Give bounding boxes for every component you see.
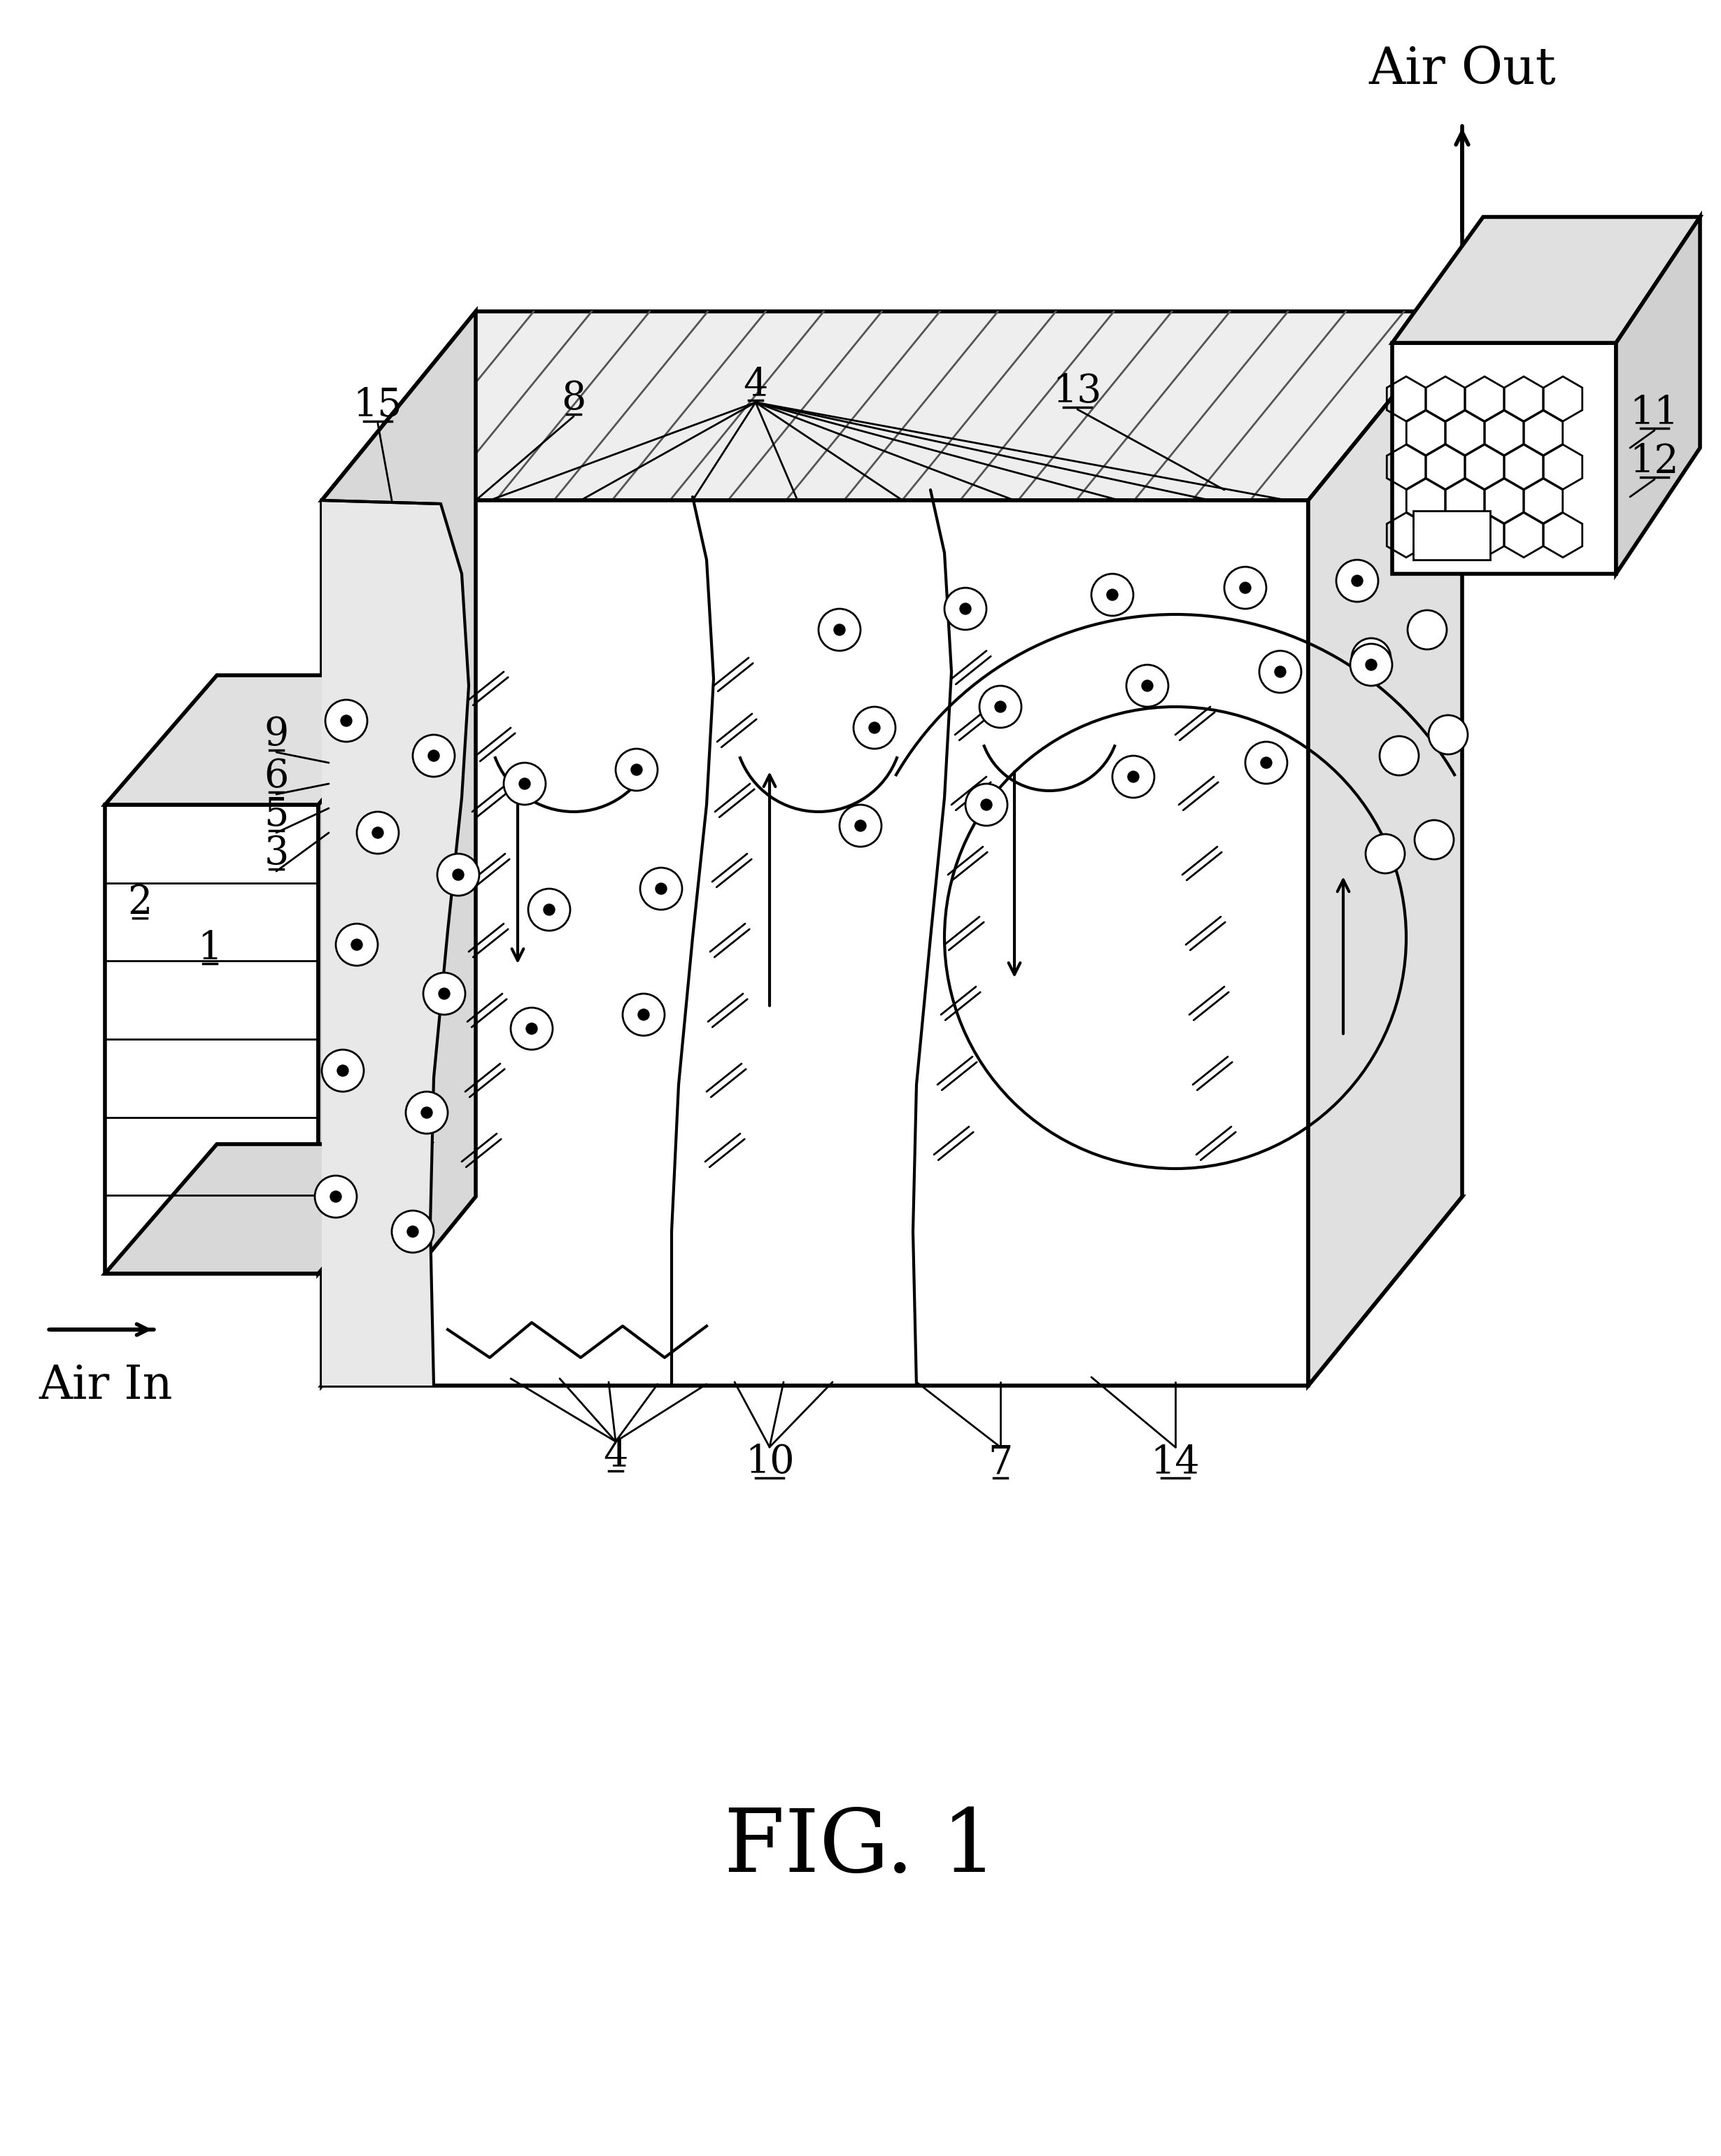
Circle shape [322, 1050, 363, 1091]
Circle shape [1239, 582, 1251, 593]
Circle shape [422, 1106, 432, 1119]
Text: 13: 13 [1053, 373, 1101, 412]
Text: 4: 4 [604, 1436, 628, 1475]
Polygon shape [322, 310, 1463, 500]
Circle shape [315, 1175, 356, 1218]
Text: FIG. 1: FIG. 1 [725, 1805, 996, 1891]
Text: 9: 9 [263, 716, 289, 755]
Circle shape [372, 828, 384, 839]
Polygon shape [318, 675, 430, 1274]
Circle shape [336, 923, 379, 966]
Circle shape [1224, 567, 1267, 608]
Circle shape [616, 748, 657, 791]
Text: 5: 5 [263, 796, 289, 834]
Text: 8: 8 [561, 379, 587, 418]
Circle shape [337, 1065, 348, 1076]
Text: 6: 6 [263, 757, 289, 796]
Circle shape [1415, 819, 1454, 860]
Circle shape [1112, 757, 1155, 798]
Polygon shape [1392, 343, 1616, 573]
Text: 11: 11 [1630, 395, 1680, 431]
Circle shape [1141, 679, 1153, 692]
Text: 12: 12 [1630, 442, 1680, 481]
Circle shape [528, 888, 570, 931]
Text: 10: 10 [745, 1442, 793, 1481]
Polygon shape [105, 675, 430, 804]
Circle shape [835, 625, 845, 636]
Polygon shape [105, 1145, 430, 1274]
Circle shape [1127, 772, 1139, 783]
Polygon shape [322, 1197, 1463, 1386]
Text: Air Out: Air Out [1368, 45, 1556, 95]
Circle shape [330, 1190, 341, 1203]
Circle shape [1275, 666, 1286, 677]
Circle shape [1246, 742, 1287, 785]
Circle shape [1335, 561, 1379, 602]
Polygon shape [1413, 511, 1490, 561]
Text: 14: 14 [1151, 1442, 1200, 1481]
Circle shape [1380, 735, 1418, 776]
Text: 2: 2 [127, 884, 151, 923]
Circle shape [1260, 651, 1301, 692]
Circle shape [408, 1227, 418, 1238]
Circle shape [527, 1024, 537, 1035]
Circle shape [640, 867, 682, 910]
Circle shape [406, 1091, 447, 1134]
Text: 15: 15 [353, 386, 403, 425]
Text: Air In: Air In [38, 1363, 172, 1408]
Circle shape [1408, 610, 1447, 649]
Circle shape [392, 1212, 434, 1253]
Circle shape [638, 1009, 649, 1020]
Circle shape [960, 604, 971, 614]
Polygon shape [322, 500, 468, 1386]
Circle shape [453, 869, 465, 880]
Circle shape [1365, 834, 1404, 873]
Circle shape [341, 716, 351, 727]
Circle shape [855, 819, 866, 832]
Circle shape [623, 994, 664, 1035]
Circle shape [1428, 716, 1468, 755]
Text: 4: 4 [743, 367, 768, 403]
Circle shape [945, 589, 986, 630]
Polygon shape [1616, 218, 1700, 573]
Circle shape [356, 813, 399, 854]
Circle shape [351, 940, 363, 951]
Circle shape [979, 686, 1021, 729]
Polygon shape [322, 310, 475, 1386]
Polygon shape [1392, 218, 1700, 343]
Polygon shape [105, 804, 318, 1274]
Text: 3: 3 [263, 834, 289, 873]
Text: 7: 7 [988, 1442, 1012, 1481]
Circle shape [544, 903, 554, 916]
Circle shape [429, 750, 439, 761]
Circle shape [413, 735, 454, 776]
Circle shape [1091, 573, 1134, 617]
Circle shape [1126, 664, 1169, 707]
Circle shape [439, 987, 449, 998]
Circle shape [854, 707, 895, 748]
Circle shape [632, 763, 642, 776]
Text: 1: 1 [198, 929, 222, 968]
Circle shape [869, 722, 879, 733]
Circle shape [656, 884, 666, 895]
Circle shape [981, 800, 991, 811]
Circle shape [437, 854, 478, 895]
Circle shape [520, 778, 530, 789]
Circle shape [511, 1007, 552, 1050]
Circle shape [1261, 757, 1272, 768]
Polygon shape [1308, 310, 1463, 1386]
Circle shape [840, 804, 881, 847]
Circle shape [325, 701, 367, 742]
Circle shape [1351, 638, 1391, 677]
Circle shape [423, 972, 465, 1015]
Circle shape [1351, 645, 1392, 686]
Circle shape [1351, 576, 1363, 586]
Circle shape [995, 701, 1007, 711]
Circle shape [504, 763, 546, 804]
Circle shape [1365, 660, 1377, 671]
Circle shape [819, 608, 860, 651]
Circle shape [965, 785, 1007, 826]
Circle shape [1107, 589, 1119, 599]
Polygon shape [322, 500, 1308, 1386]
